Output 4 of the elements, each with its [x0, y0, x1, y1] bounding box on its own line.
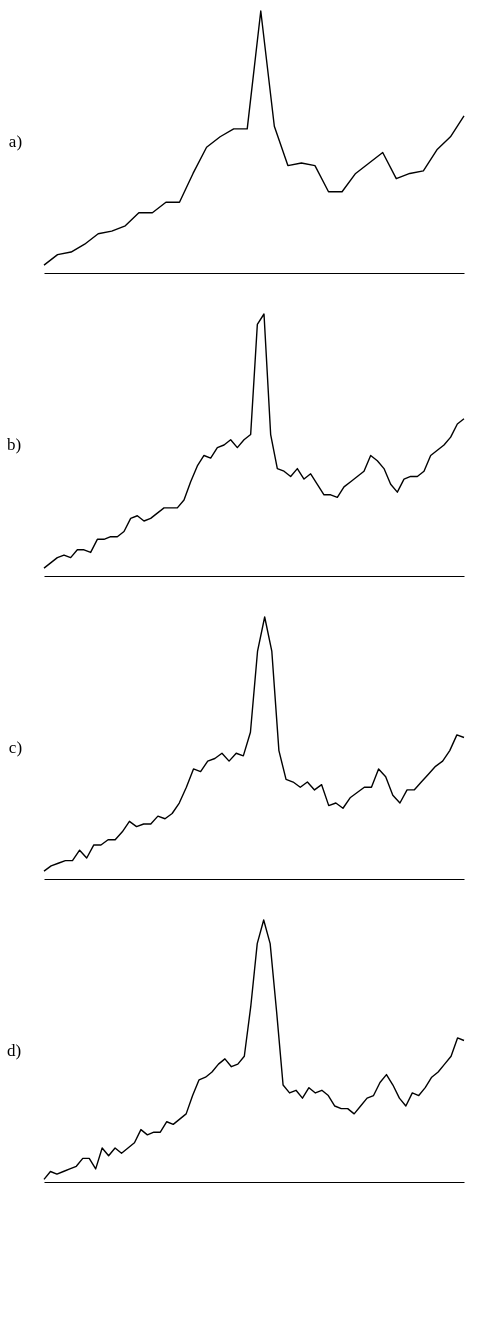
text: d): [6, 1041, 22, 1060]
text: c): [8, 738, 23, 757]
text: b): [6, 435, 22, 454]
text: a): [8, 132, 23, 151]
